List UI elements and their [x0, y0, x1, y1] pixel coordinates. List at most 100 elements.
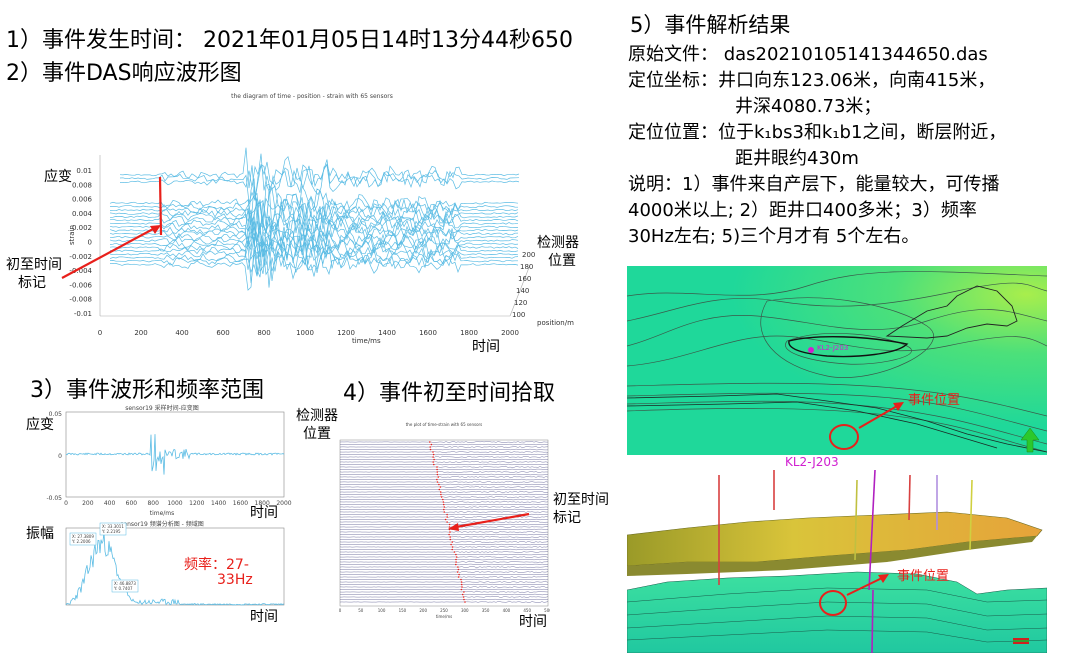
pick-point: [438, 488, 441, 491]
wave-xtick: 2000: [276, 500, 291, 507]
wave-ytick: 0.05: [49, 411, 63, 418]
main-xtick: 0: [98, 329, 102, 337]
main-ytick: -0.01: [74, 310, 92, 318]
pick-xlabel: time/ms: [436, 614, 452, 619]
main-ytick: 0.004: [72, 210, 93, 218]
das-waveform-svg: the diagram of time - position - strain …: [61, 93, 574, 345]
pick-point: [432, 451, 434, 453]
pick-trace: [339, 471, 549, 473]
event-time-title: 1）事件发生时间： 2021年01月05日14时13分44秒650: [6, 28, 573, 53]
main-plot-title: the diagram of time - position - strain …: [231, 93, 393, 100]
pick-trace: [339, 446, 549, 448]
first-arrival-arrowhead: [150, 225, 161, 234]
pick-trace: [339, 528, 549, 531]
waveform-trace: [65, 434, 285, 475]
model-event-label: 事件位置: [897, 569, 949, 584]
pick-trace: [339, 478, 549, 481]
pick-point: [432, 456, 434, 458]
detector-annotation-1: 检测器: [537, 235, 579, 251]
pick-trace: [339, 601, 549, 603]
pick-point: [451, 546, 454, 548]
das-trace: [109, 221, 519, 266]
pick-point: [442, 503, 445, 506]
pick-point: [464, 601, 466, 603]
pick-point: [457, 568, 460, 571]
pick-trace: [340, 573, 549, 576]
first-arrival-annotation-1: 初至时间: [6, 257, 62, 273]
main-xtick: 1200: [337, 329, 355, 337]
first-arrival-annotation-2: 标记: [18, 275, 46, 291]
das-trace: [119, 147, 520, 200]
pick-arrow: [455, 512, 530, 529]
map-event-label: 事件位置: [908, 393, 960, 408]
pick-trace: [339, 563, 549, 566]
contour-map: KL2-J203 事件位置: [627, 266, 1047, 455]
pick-point: [462, 596, 465, 598]
das-trace: [109, 233, 519, 278]
pick-point: [460, 588, 463, 591]
north-arrow-icon: [1020, 427, 1040, 453]
pick-annotation-2: 标记: [553, 510, 581, 526]
das-response-title: 2）事件DAS响应波形图: [6, 61, 242, 86]
pick-point: [436, 478, 438, 481]
pick-point: [436, 473, 439, 476]
das-trace: [109, 240, 519, 291]
pick-xtick: 300: [461, 608, 469, 613]
pick-trace: [339, 548, 549, 551]
das-trace: [109, 199, 519, 247]
main-ztick: 100: [512, 311, 525, 319]
pick-point: [440, 496, 443, 498]
pick-point: [442, 501, 445, 503]
pick-detector-label-2: 位置: [303, 426, 331, 442]
result-line-coords: 定位坐标：井口向东123.06米，向南415米，: [628, 70, 996, 91]
wave-xtick: 400: [104, 500, 116, 507]
pick-point: [438, 483, 440, 486]
pick-point: [442, 498, 444, 501]
main-xtick: 400: [175, 329, 188, 337]
main-ytick: 0.002: [72, 224, 92, 232]
das-trace: [109, 213, 519, 256]
pick-point: [439, 491, 442, 493]
pick-point: [448, 533, 450, 536]
result-line-note-2: 4000米以上; 2）距井口400多米；3）频率: [628, 200, 977, 221]
pick-trace: [339, 598, 549, 601]
das-trace: [109, 185, 519, 227]
pick-point: [449, 531, 451, 533]
waveform-strain-label: 应变: [26, 417, 54, 433]
pick-xtick: 400: [503, 608, 511, 613]
pick-trace: [339, 571, 549, 573]
pick-trace: [339, 546, 549, 548]
first-arrival-pick-svg: the plot of time-strain with 65 sensors …: [339, 422, 553, 619]
wave-xtick: 1000: [167, 500, 182, 507]
pick-xtick: 450: [523, 608, 531, 613]
pick-trace: [339, 526, 549, 528]
main-ytick: -0.002: [69, 253, 92, 261]
pick-trace: [339, 486, 549, 488]
pick-trace: [339, 496, 549, 498]
pick-point: [432, 461, 434, 463]
pick-point: [458, 573, 460, 576]
pick-xtick: 150: [399, 608, 407, 613]
model-event-arrow: [846, 577, 883, 596]
wave-xtick: 1600: [233, 500, 248, 507]
pick-point: [455, 563, 457, 566]
waveform-title: sensor19 采样时间-应变图: [125, 404, 199, 412]
pick-title: the plot of time-strain with 65 sensors: [406, 422, 483, 427]
pick-trace: [339, 533, 549, 536]
pick-trace: [339, 593, 549, 596]
pick-trace: [339, 553, 549, 556]
pick-trace: [339, 488, 549, 491]
pick-point: [439, 486, 442, 488]
pick-point: [453, 551, 456, 553]
pick-trace: [339, 476, 549, 478]
main-xtick: 1600: [419, 329, 437, 337]
pick-xtick: 100: [378, 608, 386, 613]
reservoir-3d-model: 事件位置: [627, 470, 1047, 653]
pick-point: [463, 598, 465, 601]
pick-point: [436, 481, 439, 483]
sensor-waveform-svg: sensor19 采样时间-应变图 0.050-0.05 0 200 400 600 8…: [46, 404, 291, 517]
wave-xtick: 1400: [211, 500, 226, 507]
pick-trace: [339, 538, 549, 541]
spectrum-amplitude-label: 振幅: [26, 526, 54, 542]
